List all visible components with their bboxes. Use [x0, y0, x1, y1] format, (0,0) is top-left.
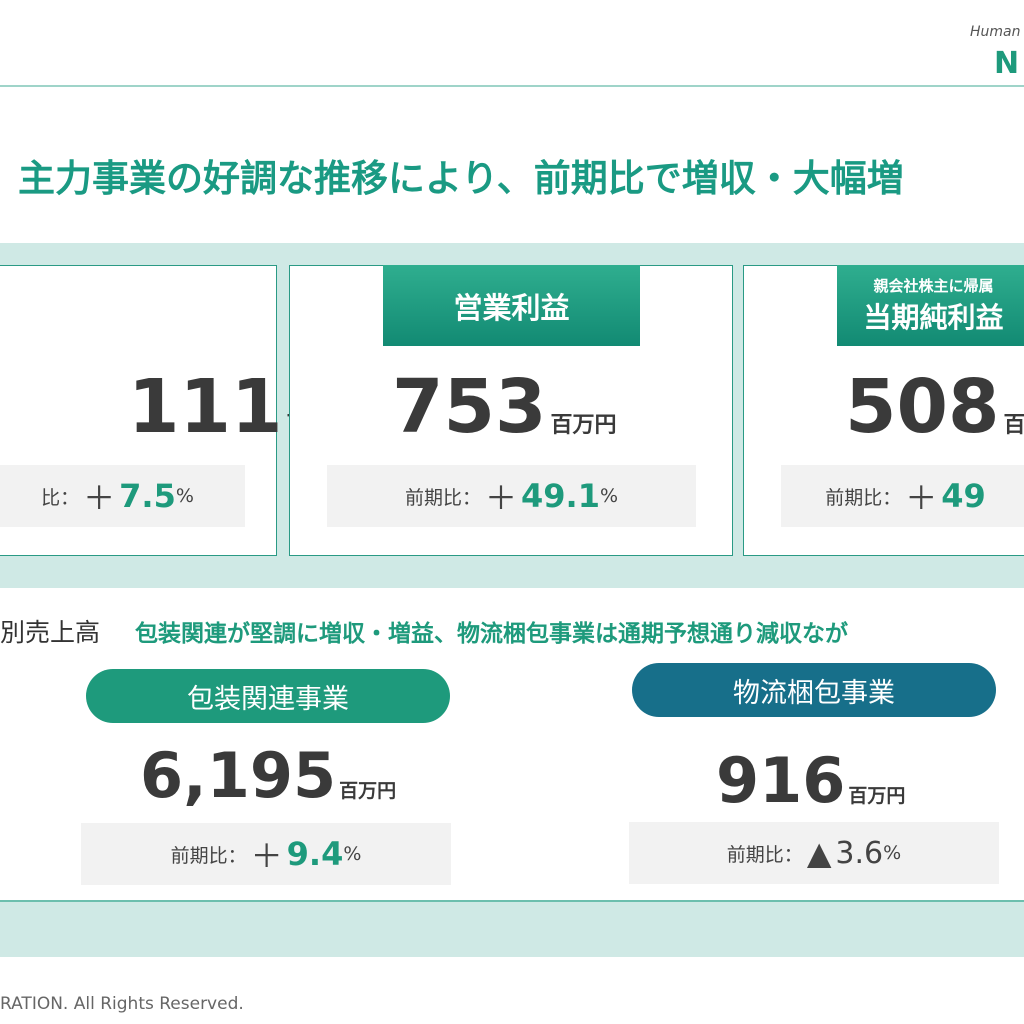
change-label: 前期比：	[170, 844, 247, 867]
change-pct: %	[883, 842, 902, 864]
rule	[0, 85, 1024, 87]
segment-change-box: 前期比：＋ 9.4%	[81, 823, 451, 885]
change-value: 9.4	[286, 835, 344, 873]
card-change-box: 前期比：＋ 49	[781, 465, 1024, 527]
card-value: 111	[128, 364, 283, 450]
segment-unit: 百万円	[848, 785, 906, 807]
change-pct: %	[175, 485, 194, 507]
change-pct: %	[599, 485, 619, 507]
card-value-row: 508 百	[845, 370, 1024, 444]
card-change-box: 比：＋ 7.5%	[0, 465, 245, 527]
card-label: 売上高	[143, 290, 231, 325]
segment-change-box: 前期比： ▲ 3.6%	[629, 822, 999, 884]
change-value: 49.1	[521, 477, 600, 515]
change-sign: ▲	[806, 834, 832, 872]
segment-value: 6,195	[140, 739, 337, 812]
change-label: 前期比：	[404, 486, 481, 509]
card-value: 508	[845, 364, 1000, 450]
change-value: 49	[941, 477, 986, 515]
card-sublabel: 親会社株主に帰属	[873, 277, 994, 295]
change-sign: ＋	[484, 479, 517, 517]
change-value: 7.5	[119, 477, 176, 515]
card-change-box: 前期比：＋ 49.1%	[327, 465, 696, 527]
card-unit: 百万円	[550, 413, 617, 438]
band	[0, 900, 1024, 957]
logo: N	[994, 46, 1020, 81]
change-label: 前期比：	[825, 486, 902, 509]
card-label: 当期純利益	[863, 301, 1004, 334]
footer: RATION. All Rights Reserved.	[0, 994, 244, 1014]
change-label: 比：	[41, 486, 80, 509]
change-sign: ＋	[83, 479, 116, 517]
segment-value: 916	[716, 744, 846, 817]
card-value: 753	[392, 364, 547, 450]
tagline: Human	[970, 24, 1021, 40]
card-label-box: 親会社株主に帰属当期純利益	[837, 265, 1024, 346]
card-label: 営業利益	[453, 290, 570, 325]
change-label: 前期比：	[726, 843, 803, 866]
change-value: 3.6	[835, 835, 884, 871]
segment-value-row: 6,195 百万円	[140, 745, 396, 807]
change-pct: %	[343, 843, 362, 865]
segment-unit: 百万円	[339, 780, 397, 802]
card-value-row: 753 百万円	[392, 370, 616, 444]
segment-pill: 物流梱包事業	[632, 663, 996, 717]
card-label-box: 営業利益	[383, 265, 640, 346]
section-headline: 包装関連が堅調に増収・増益、物流梱包事業は通期予想通り減収なが	[135, 621, 848, 647]
card-unit: 百	[1003, 413, 1024, 438]
change-sign: ＋	[905, 479, 938, 517]
section-heading: 別売上高	[0, 618, 101, 647]
change-sign: ＋	[250, 837, 283, 875]
segment-value-row: 916 百万円	[716, 750, 905, 812]
segment-pill: 包装関連事業	[86, 669, 450, 723]
title: 主力事業の好調な推移により、前期比で増収・大幅増	[18, 157, 904, 200]
